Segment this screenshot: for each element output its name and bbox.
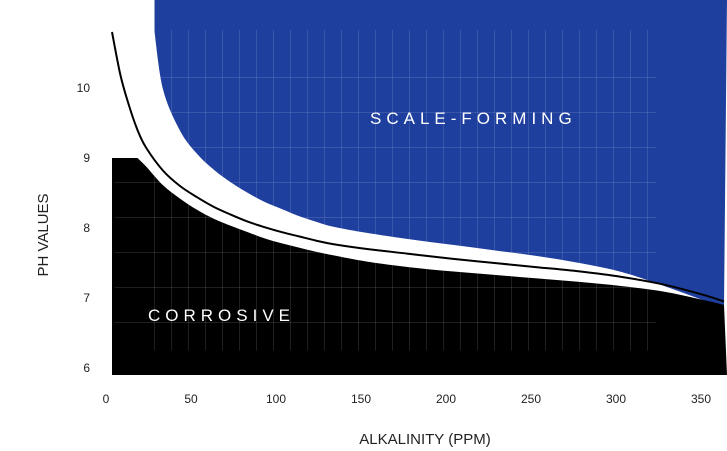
corrosive-label: CORROSIVE bbox=[148, 306, 295, 325]
y-tick-label: 7 bbox=[83, 291, 90, 305]
x-tick-label: 50 bbox=[184, 392, 198, 406]
x-axis-title: ALKALINITY (PPM) bbox=[359, 431, 490, 448]
y-axis: 6 7 8 9 10 bbox=[77, 81, 91, 375]
regions bbox=[112, 0, 727, 375]
y-tick-label: 10 bbox=[77, 81, 91, 95]
y-tick-label: 6 bbox=[83, 361, 90, 375]
x-tick-label: 300 bbox=[606, 392, 626, 406]
y-tick-label: 9 bbox=[83, 151, 90, 165]
x-tick-label: 0 bbox=[103, 392, 110, 406]
corrosive-region bbox=[112, 158, 727, 375]
y-tick-label: 8 bbox=[83, 221, 90, 235]
x-tick-label: 150 bbox=[351, 392, 371, 406]
grid bbox=[114, 30, 656, 351]
scale-forming-region bbox=[154, 0, 727, 308]
boundary-curve bbox=[111, 31, 725, 303]
x-tick-label: 200 bbox=[436, 392, 456, 406]
x-tick-label: 100 bbox=[266, 392, 286, 406]
y-axis-title: PH VALUES bbox=[35, 193, 52, 276]
x-tick-label: 350 bbox=[691, 392, 711, 406]
x-axis: 0 50 100 150 200 250 300 350 bbox=[103, 392, 712, 406]
scale-forming-label: SCALE-FORMING bbox=[370, 109, 577, 128]
x-tick-label: 250 bbox=[521, 392, 541, 406]
